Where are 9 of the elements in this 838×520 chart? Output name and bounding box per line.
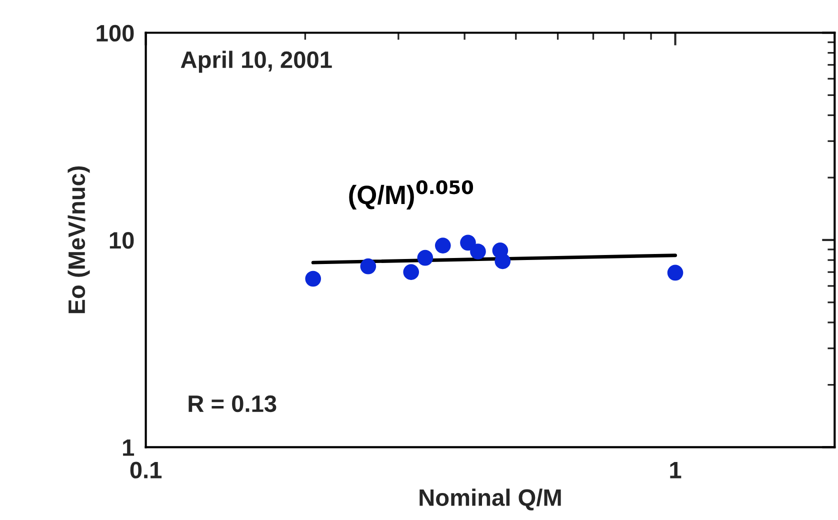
series-label: (Q/M)$^{0.050}$ <box>349 180 474 210</box>
y-axis-title: Eo (MeV/nuc) <box>68 166 90 314</box>
y-tick-label: 1 <box>123 440 134 456</box>
annotation: R = 0.13 <box>188 395 276 412</box>
y-tick-label: 100 <box>96 24 134 42</box>
y-tick-label: 10 <box>110 232 134 249</box>
x-axis-title: Nominal Q/M <box>420 488 561 510</box>
x-tick-label: 0.1 <box>130 462 162 478</box>
annotation: April 10, 2001 <box>180 50 332 73</box>
